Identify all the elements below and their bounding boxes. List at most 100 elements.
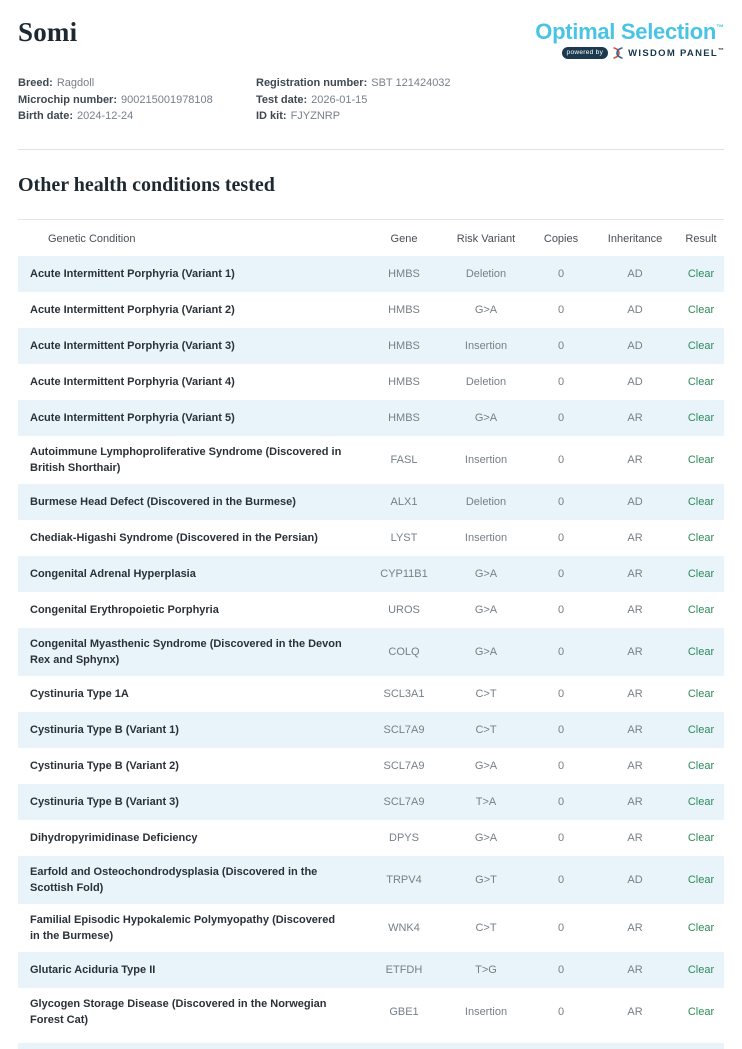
pet-detail-value: 2024-12-24	[77, 110, 134, 122]
inheritance-cell: AR	[627, 645, 643, 658]
gene-cell: COLQ	[388, 645, 420, 658]
copies-cell: 0	[557, 267, 565, 280]
condition-cell: Cystinuria Type B (Variant 3)	[30, 795, 179, 808]
result-cell: Clear	[687, 303, 715, 316]
pet-detail-line: ID kit: FJYZNRP	[256, 108, 451, 125]
copies-cell: 0	[557, 567, 565, 580]
risk-variant-cell: Deletion	[465, 495, 507, 508]
column-header-gene: Gene	[390, 232, 418, 245]
risk-variant-cell: T>G	[475, 963, 497, 976]
inheritance-cell: AR	[627, 963, 643, 976]
pet-detail-line: Registration number: SBT 121424032	[256, 75, 451, 92]
inheritance-cell: AR	[627, 411, 643, 424]
table-row: Cystinuria Type B (Variant 2) SCL7A9 G>A 0 A…	[18, 748, 724, 784]
optimal-selection-logo: Optimal Selection™	[535, 16, 724, 44]
inheritance-cell: AR	[627, 531, 643, 544]
table-row: Acute Intermittent Porphyria (Variant 3)…	[18, 327, 724, 364]
result-cell: Clear	[687, 453, 715, 466]
result-cell: Clear	[687, 645, 715, 658]
risk-variant-cell: Insertion	[464, 453, 508, 466]
pet-detail-line: Breed: Ragdoll	[18, 75, 256, 92]
table-row: Chediak-Higashi Syndrome (Discovered in …	[18, 520, 724, 556]
condition-cell: Dihydropyrimidinase Deficiency	[30, 831, 198, 844]
gene-cell: GBE1	[389, 1005, 419, 1018]
result-cell: Clear	[687, 831, 715, 844]
inheritance-cell: AR	[627, 687, 643, 700]
copies-cell: 0	[557, 831, 565, 844]
condition-cell: Glycogen Storage Disease (Discovered in …	[30, 997, 327, 1026]
gene-cell: HMBS	[388, 303, 420, 316]
risk-variant-cell: G>A	[474, 645, 498, 658]
pet-detail-label: Breed:	[18, 77, 53, 89]
risk-variant-cell: C>T	[475, 723, 497, 736]
logo-text: Optimal Selection	[535, 19, 716, 44]
report-header: Somi Optimal Selection™ powered by WISDO…	[18, 16, 724, 59]
result-cell: Clear	[687, 531, 715, 544]
risk-variant-cell: Deletion	[465, 267, 507, 280]
inheritance-cell: AR	[627, 603, 643, 616]
gene-cell: CYP11B1	[380, 567, 428, 580]
partial-next-row	[18, 1042, 724, 1049]
inheritance-cell: AD	[627, 339, 643, 352]
gene-cell: SCL7A9	[383, 723, 425, 736]
gene-cell: UROS	[388, 603, 420, 616]
partner-trademark: ™	[718, 47, 724, 54]
table-row: Autoimmune Lymphoproliferative Syndrome …	[18, 436, 724, 484]
risk-variant-cell: G>A	[474, 603, 498, 616]
condition-cell: Familial Episodic Hypokalemic Polymyopat…	[30, 913, 336, 942]
pet-detail-label: Birth date:	[18, 110, 73, 122]
pet-details-left-column: Breed: Ragdoll Microchip number: 9002150019…	[18, 75, 256, 125]
copies-cell: 0	[557, 723, 565, 736]
condition-cell: Cystinuria Type B (Variant 1)	[30, 723, 179, 736]
risk-variant-cell: Insertion	[464, 531, 508, 544]
result-cell: Clear	[687, 567, 715, 580]
result-cell: Clear	[687, 687, 715, 700]
pet-detail-value: SBT 121424032	[371, 77, 451, 89]
copies-cell: 0	[557, 303, 565, 316]
copies-cell: 0	[557, 687, 565, 700]
column-header-result: Result	[685, 232, 717, 245]
inheritance-cell: AR	[627, 795, 643, 808]
result-cell: Clear	[687, 759, 715, 772]
result-cell: Clear	[687, 603, 715, 616]
pet-detail-value: 900215001978108	[121, 93, 213, 106]
copies-cell: 0	[557, 339, 565, 352]
pet-detail-label: Test date:	[256, 93, 308, 106]
table-row: Cystinuria Type 1A SCL3A1 C>T 0 AR Clear	[18, 676, 724, 712]
gene-cell: SCL7A9	[383, 759, 425, 772]
condition-cell: Acute Intermittent Porphyria (Variant 2)	[30, 303, 235, 316]
column-header-risk-variant: Risk Variant	[456, 232, 516, 245]
result-cell: Clear	[687, 375, 715, 388]
gene-cell: DPYS	[389, 831, 419, 844]
pet-detail-line: Microchip number: 900215001978108	[18, 92, 256, 109]
condition-cell: Cystinuria Type B (Variant 2)	[30, 759, 179, 772]
gene-cell: SCL3A1	[383, 687, 425, 700]
risk-variant-cell: G>A	[474, 759, 498, 772]
copies-cell: 0	[557, 495, 565, 508]
table-row: Burmese Head Defect (Discovered in the B…	[18, 483, 724, 520]
copies-cell: 0	[557, 1005, 565, 1018]
inheritance-cell: AR	[627, 831, 643, 844]
table-row: Acute Intermittent Porphyria (Variant 5)…	[18, 399, 724, 436]
inheritance-cell: AD	[627, 873, 643, 886]
result-cell: Clear	[687, 921, 715, 934]
inheritance-cell: AR	[627, 921, 643, 934]
risk-variant-cell: C>T	[475, 687, 497, 700]
inheritance-cell: AR	[627, 453, 643, 466]
table-row: Cystinuria Type B (Variant 1) SCL7A9 C>T 0 A…	[18, 711, 724, 748]
section-title: Other health conditions tested	[18, 173, 275, 196]
dna-helix-icon	[613, 47, 623, 59]
risk-variant-cell: G>A	[474, 303, 498, 316]
table-body: Acute Intermittent Porphyria (Variant 1)…	[18, 255, 724, 1036]
condition-cell: Acute Intermittent Porphyria (Variant 4)	[30, 375, 235, 388]
risk-variant-cell: Insertion	[464, 1005, 508, 1018]
gene-cell: FASL	[390, 453, 418, 466]
table-row: Acute Intermittent Porphyria (Variant 4)…	[18, 364, 724, 400]
inheritance-cell: AR	[627, 723, 643, 736]
result-cell: Clear	[687, 267, 715, 280]
pet-detail-value: FJYZNRP	[290, 110, 341, 122]
gene-cell: SCL7A9	[383, 795, 425, 808]
table-row: Acute Intermittent Porphyria (Variant 1)…	[18, 255, 724, 292]
risk-variant-cell: C>T	[475, 921, 497, 934]
